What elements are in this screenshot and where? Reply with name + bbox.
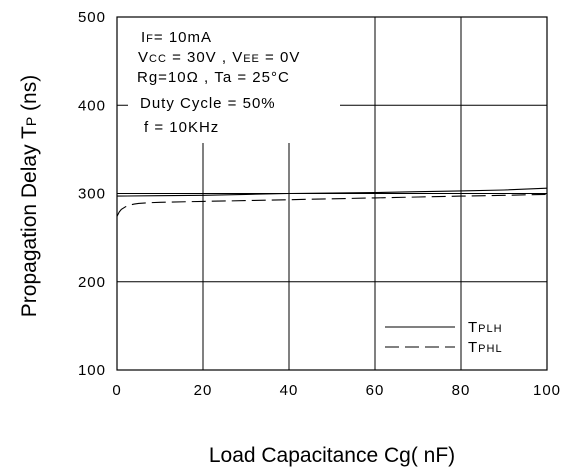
y-axis-label: Propagation Delay TP (ns): [18, 75, 41, 317]
x-tick-label: 60: [366, 382, 385, 399]
series-line-phl: [116, 193, 548, 217]
x-tick-label: 100: [533, 382, 561, 399]
series-lines: [116, 187, 548, 217]
plot-frame: [116, 16, 548, 371]
x-axis-label: Load Capacitance Cg( nF): [209, 444, 455, 467]
y-axis-label-main: Propagation Delay T: [18, 126, 41, 317]
y-tick-label: 400: [78, 97, 106, 114]
condition-line: VCC = 30V , VEE = 0V: [138, 49, 300, 66]
legend: TPLH TPHL: [385, 319, 503, 356]
condition-line: f = 10KHz: [144, 119, 219, 136]
series-line-plh: [116, 187, 548, 197]
x-tick-label: 0: [112, 382, 121, 399]
plot-border: [116, 16, 548, 371]
x-tick-label: 80: [452, 382, 471, 399]
x-tick-label: 20: [194, 382, 213, 399]
y-tick-label: 500: [78, 9, 106, 26]
condition-line: Rg=10Ω , Ta = 25°C: [137, 69, 290, 86]
condition-line: Duty Cycle = 50%: [140, 95, 276, 112]
y-tick-label: 100: [78, 362, 106, 379]
x-axis-ticks: 0 20 40 60 80 100: [112, 382, 561, 399]
legend-label-plh: TPLH: [468, 319, 503, 336]
x-tick-label: 40: [280, 382, 299, 399]
y-axis-label-unit: (ns): [18, 75, 41, 117]
test-conditions: IF= 10mA VCC = 30V , VEE = 0V Rg=10Ω , Ta …: [137, 29, 300, 136]
y-axis-label-sub: P: [23, 117, 39, 126]
y-tick-label: 300: [78, 186, 106, 203]
legend-label-phl: TPHL: [468, 339, 503, 356]
y-tick-label: 200: [78, 274, 106, 291]
condition-line: IF= 10mA: [141, 29, 212, 46]
y-axis-ticks: 100 200 300 400 500: [78, 9, 106, 379]
